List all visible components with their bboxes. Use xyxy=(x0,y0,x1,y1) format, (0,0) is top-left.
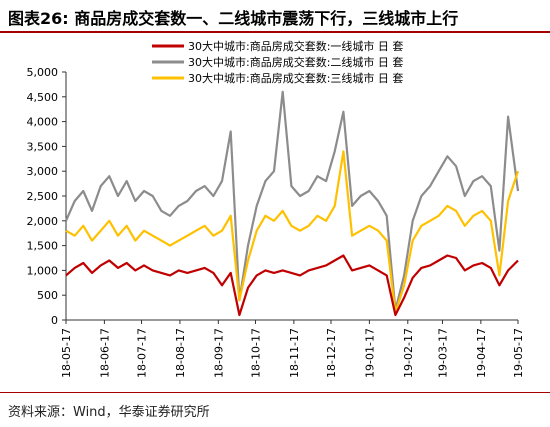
y-tick-label: 1,500 xyxy=(27,240,59,253)
source-note: 资料来源：Wind，华泰证券研究所 xyxy=(8,405,210,420)
x-tick-label: 18-05-17 xyxy=(60,328,73,378)
x-tick-label: 18-07-17 xyxy=(136,328,149,378)
y-tick-label: 0 xyxy=(51,314,58,327)
x-tick-label: 18-12-17 xyxy=(325,328,338,378)
series-line-1 xyxy=(64,90,520,312)
x-tick-label: 18-09-17 xyxy=(212,328,225,378)
y-tick-label: 1,000 xyxy=(27,264,59,277)
x-tick-label: 18-06-17 xyxy=(98,328,111,378)
y-tick-label: 3,000 xyxy=(27,165,59,178)
x-axis: 18-05-17 18-06-17 18-07-17 18-08-17 18-09-17… xyxy=(60,319,525,378)
x-tick-label: 18-08-17 xyxy=(174,328,187,378)
x-tick-label: 18-11-17 xyxy=(288,328,301,378)
y-tick-label: 2,000 xyxy=(27,215,59,228)
x-tick-label: 19-05-17 xyxy=(512,328,525,378)
y-tick-label: 500 xyxy=(37,289,58,302)
chart-title: 图表26: 商品房成交套数一、二线城市震荡下行，三线城市上行 xyxy=(8,9,459,28)
x-tick-label: 19-04-17 xyxy=(475,328,488,378)
y-tick-label: 5,000 xyxy=(27,66,59,79)
series-line-2 xyxy=(65,150,520,314)
y-axis: 0 500 1,000 1,500 2,000 2,500 3,000 3,500 4,000 4… xyxy=(27,66,67,327)
y-tick-label: 3,500 xyxy=(27,140,59,153)
line-chart: 0 500 1,000 1,500 2,000 2,500 3,000 3,500 4,000 4… xyxy=(27,39,526,378)
series-lines xyxy=(64,90,520,317)
legend-label-1: 30大中城市:商品房成交套数:二线城市 日 套 xyxy=(188,55,403,69)
x-tick-label: 19-01-17 xyxy=(363,328,376,378)
x-tick-label: 19-02-17 xyxy=(402,328,415,378)
source-rule xyxy=(0,392,550,393)
x-tick-label: 19-03-17 xyxy=(436,328,449,378)
legend-label-2: 30大中城市:商品房成交套数:三线城市 日 套 xyxy=(188,71,403,85)
y-tick-label: 2,500 xyxy=(27,190,59,203)
series-line-0 xyxy=(65,254,519,317)
title-rule xyxy=(0,31,550,33)
x-tick-label: 18-10-17 xyxy=(249,328,262,378)
legend-label-0: 30大中城市:商品房成交套数:一线城市 日 套 xyxy=(188,39,403,53)
y-tick-label: 4,000 xyxy=(27,116,59,129)
y-tick-label: 4,500 xyxy=(27,91,59,104)
legend: 30大中城市:商品房成交套数:一线城市 日 套 30大中城市:商品房成交套数:二线… xyxy=(152,39,403,85)
